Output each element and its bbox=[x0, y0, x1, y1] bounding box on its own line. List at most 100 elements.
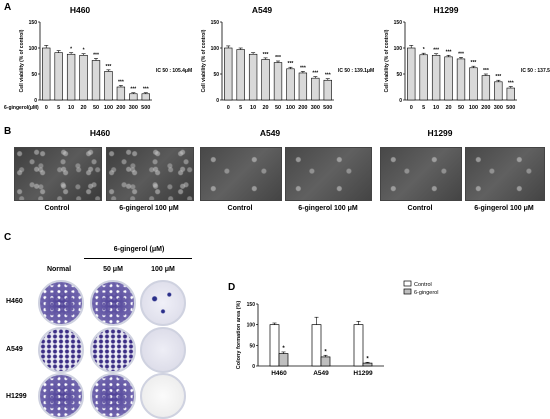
x-tick-label: 200 bbox=[298, 105, 307, 111]
y-tick-label: 50 bbox=[213, 72, 219, 78]
y-axis-label: Cell viability (% of control) bbox=[384, 29, 390, 92]
legend-swatch bbox=[403, 280, 412, 287]
x-tick-label: 20 bbox=[445, 105, 451, 111]
micro-image-h1299-treated bbox=[465, 147, 545, 201]
colony-dish-h460-normal bbox=[38, 280, 84, 326]
significance-mark: *** bbox=[325, 73, 331, 79]
x-tick-label: A549 bbox=[313, 370, 329, 377]
y-axis-label: Cell viability (% of control) bbox=[201, 29, 207, 92]
significance-mark: *** bbox=[433, 48, 439, 54]
colony-col-100: 100 μM bbox=[151, 266, 175, 273]
x-tick-label: 5 bbox=[239, 105, 242, 111]
x-tick-label: 10 bbox=[68, 105, 74, 111]
significance-mark: * bbox=[366, 356, 369, 362]
viability-chart-h1299: H1299 0 50 100 150 Cell viability (% of contr… bbox=[384, 5, 550, 111]
significance-mark: * bbox=[324, 349, 327, 355]
x-tick-label: 0 bbox=[227, 105, 230, 111]
chart-title: H1299 bbox=[433, 5, 458, 15]
y-tick-label: 150 bbox=[247, 302, 256, 308]
x-tick-label: 20 bbox=[262, 105, 268, 111]
x-tick-label: 100 bbox=[469, 105, 478, 111]
x-tick-label: 200 bbox=[481, 105, 490, 111]
y-tick-label: 0 bbox=[34, 98, 37, 104]
panel-label-c: C bbox=[4, 232, 12, 243]
significance-mark: *** bbox=[508, 80, 514, 86]
micro-title-a549: A549 bbox=[259, 128, 281, 138]
bar-1 bbox=[320, 356, 331, 367]
colony-dish-h1299-normal bbox=[38, 373, 84, 419]
x-tick-label: 10 bbox=[250, 105, 256, 111]
y-axis-label: Cell viability (% of control) bbox=[19, 29, 25, 92]
colony-dish-a549-normal bbox=[38, 327, 84, 373]
y-tick-label: 150 bbox=[394, 20, 403, 26]
x-tick-label: H460 bbox=[271, 370, 287, 377]
colony-dish-a549-50 bbox=[90, 327, 136, 373]
colony-dish-h460-50 bbox=[90, 280, 136, 326]
bar-1 bbox=[362, 362, 373, 367]
x-tick-label: 100 bbox=[104, 105, 113, 111]
legend-label: 6-gingerol bbox=[414, 290, 438, 296]
significance-mark: *** bbox=[106, 64, 112, 70]
x-tick-label: 0 bbox=[45, 105, 48, 111]
colony-dish-h460-100 bbox=[140, 280, 186, 326]
bar-0 bbox=[353, 324, 364, 367]
y-tick-label: 150 bbox=[211, 20, 220, 26]
significance-mark: *** bbox=[458, 51, 464, 57]
bar-0 bbox=[269, 324, 280, 367]
significance-mark: * bbox=[70, 47, 72, 53]
significance-mark: * bbox=[423, 47, 425, 53]
y-tick-label: 0 bbox=[399, 98, 402, 104]
y-tick-label: 0 bbox=[252, 364, 255, 370]
y-tick-label: 50 bbox=[31, 72, 37, 78]
micro-image-a549-treated bbox=[285, 147, 372, 201]
significance-mark: * bbox=[282, 346, 285, 352]
micro-caption-5: Control bbox=[407, 205, 433, 212]
significance-mark: *** bbox=[495, 74, 501, 80]
micro-image-h460-treated bbox=[106, 147, 194, 201]
colony-col-50: 50 μM bbox=[103, 266, 123, 273]
legend-swatch bbox=[403, 288, 412, 295]
bar-0 bbox=[311, 324, 322, 367]
colony-dish-h1299-100 bbox=[140, 373, 186, 419]
x-tick-label: 50 bbox=[93, 105, 99, 111]
x-tick-label: 50 bbox=[275, 105, 281, 111]
ic50-annotation: IC 50 : 139.1μM bbox=[338, 68, 374, 74]
panel-label-b: B bbox=[4, 126, 12, 137]
micro-caption-1: Control bbox=[44, 205, 70, 212]
colony-col-normal: Normal bbox=[46, 266, 72, 273]
micro-caption-3: Control bbox=[227, 205, 253, 212]
legend-label: Control bbox=[414, 282, 432, 288]
x-axis-label: 6-gingerol(μM) bbox=[4, 105, 39, 111]
y-tick-label: 100 bbox=[247, 323, 256, 329]
x-tick-label: H1299 bbox=[353, 370, 373, 377]
x-tick-label: 500 bbox=[323, 105, 332, 111]
ic50-annotation: IC 50 : 137.5μM bbox=[521, 68, 550, 74]
micro-title-h460: H460 bbox=[89, 128, 111, 138]
chart-title: A549 bbox=[252, 5, 273, 15]
significance-mark: *** bbox=[130, 87, 136, 93]
significance-mark: *** bbox=[446, 49, 452, 55]
micro-caption-4: 6-gingerol 100 μM bbox=[298, 205, 358, 212]
colony-group-rule bbox=[84, 258, 192, 259]
y-tick-label: 50 bbox=[249, 343, 255, 349]
bar-1 bbox=[278, 353, 289, 367]
y-tick-label: 50 bbox=[396, 72, 402, 78]
panel-label-d: D bbox=[228, 282, 236, 293]
significance-mark: *** bbox=[471, 60, 477, 66]
x-tick-label: 300 bbox=[311, 105, 320, 111]
x-tick-label: 10 bbox=[433, 105, 439, 111]
panel-label-a: A bbox=[4, 2, 12, 13]
x-tick-label: 500 bbox=[506, 105, 515, 111]
significance-mark: *** bbox=[288, 61, 294, 67]
x-tick-label: 5 bbox=[422, 105, 425, 111]
significance-mark: *** bbox=[118, 79, 124, 85]
y-axis-label: Colony formation area (%) bbox=[236, 301, 242, 370]
significance-mark: *** bbox=[93, 52, 99, 58]
colony-dish-h1299-50 bbox=[90, 373, 136, 419]
y-tick-label: 0 bbox=[216, 98, 219, 104]
x-tick-label: 20 bbox=[80, 105, 86, 111]
